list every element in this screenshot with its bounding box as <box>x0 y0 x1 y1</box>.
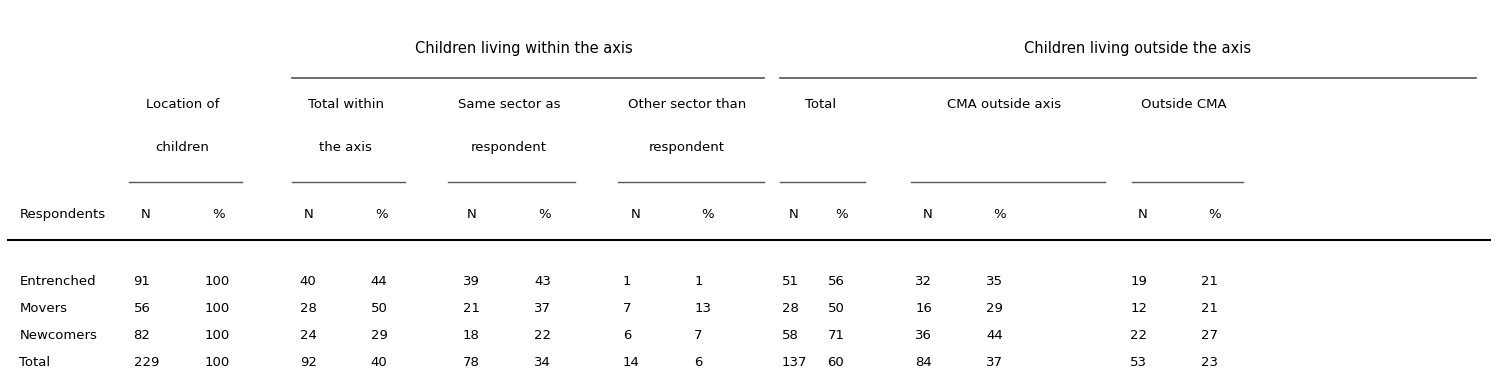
Text: 39: 39 <box>463 275 479 288</box>
Text: children: children <box>156 141 210 155</box>
Text: 36: 36 <box>915 329 932 342</box>
Text: 1: 1 <box>623 275 632 288</box>
Text: N: N <box>631 208 640 221</box>
Text: 50: 50 <box>372 302 388 315</box>
Text: respondent: respondent <box>649 141 725 155</box>
Text: 23: 23 <box>1201 356 1218 368</box>
Text: 12: 12 <box>1129 302 1147 315</box>
Text: 13: 13 <box>694 302 712 315</box>
Text: 28: 28 <box>782 302 798 315</box>
Text: 32: 32 <box>915 275 932 288</box>
Text: Movers: Movers <box>19 302 67 315</box>
Text: 29: 29 <box>372 329 388 342</box>
Text: 19: 19 <box>1129 275 1147 288</box>
Text: %: % <box>834 208 848 221</box>
Text: N: N <box>467 208 476 221</box>
Text: Total: Total <box>804 98 836 111</box>
Text: 21: 21 <box>1201 302 1218 315</box>
Text: 44: 44 <box>986 329 1004 342</box>
Text: 100: 100 <box>205 329 231 342</box>
Text: N: N <box>1137 208 1147 221</box>
Text: 137: 137 <box>782 356 807 368</box>
Text: CMA outside axis: CMA outside axis <box>947 98 1061 111</box>
Text: 60: 60 <box>827 356 845 368</box>
Text: the axis: the axis <box>319 141 372 155</box>
Text: 53: 53 <box>1129 356 1147 368</box>
Text: 37: 37 <box>533 302 551 315</box>
Text: %: % <box>1209 208 1221 221</box>
Text: 1: 1 <box>694 275 703 288</box>
Text: Children living within the axis: Children living within the axis <box>415 41 632 56</box>
Text: 100: 100 <box>205 356 231 368</box>
Text: 56: 56 <box>133 302 150 315</box>
Text: 51: 51 <box>782 275 798 288</box>
Text: 18: 18 <box>463 329 479 342</box>
Text: N: N <box>141 208 151 221</box>
Text: Outside CMA: Outside CMA <box>1140 98 1227 111</box>
Text: 84: 84 <box>915 356 932 368</box>
Text: 229: 229 <box>133 356 159 368</box>
Text: Other sector than: Other sector than <box>628 98 746 111</box>
Text: 37: 37 <box>986 356 1004 368</box>
Text: 24: 24 <box>300 329 316 342</box>
Text: 34: 34 <box>533 356 551 368</box>
Text: 6: 6 <box>623 329 631 342</box>
Text: %: % <box>213 208 225 221</box>
Text: 6: 6 <box>694 356 703 368</box>
Text: 43: 43 <box>533 275 551 288</box>
Text: 82: 82 <box>133 329 150 342</box>
Text: 22: 22 <box>533 329 551 342</box>
Text: Total within: Total within <box>307 98 383 111</box>
Text: Respondents: Respondents <box>19 208 105 221</box>
Text: N: N <box>923 208 932 221</box>
Text: Same sector as: Same sector as <box>457 98 560 111</box>
Text: 14: 14 <box>623 356 640 368</box>
Text: 7: 7 <box>694 329 703 342</box>
Text: 16: 16 <box>915 302 932 315</box>
Text: 21: 21 <box>1201 275 1218 288</box>
Text: %: % <box>701 208 715 221</box>
Text: 40: 40 <box>372 356 388 368</box>
Text: Newcomers: Newcomers <box>19 329 97 342</box>
Text: Total: Total <box>19 356 51 368</box>
Text: %: % <box>538 208 551 221</box>
Text: 71: 71 <box>827 329 845 342</box>
Text: 29: 29 <box>986 302 1004 315</box>
Text: 44: 44 <box>372 275 388 288</box>
Text: 78: 78 <box>463 356 479 368</box>
Text: N: N <box>304 208 315 221</box>
Text: 50: 50 <box>827 302 845 315</box>
Text: Children living outside the axis: Children living outside the axis <box>1025 41 1251 56</box>
Text: 91: 91 <box>133 275 150 288</box>
Text: Location of: Location of <box>145 98 219 111</box>
Text: 28: 28 <box>300 302 316 315</box>
Text: Entrenched: Entrenched <box>19 275 96 288</box>
Text: %: % <box>376 208 388 221</box>
Text: 40: 40 <box>300 275 316 288</box>
Text: %: % <box>993 208 1007 221</box>
Text: 58: 58 <box>782 329 798 342</box>
Text: respondent: respondent <box>470 141 547 155</box>
Text: 21: 21 <box>463 302 479 315</box>
Text: 7: 7 <box>623 302 632 315</box>
Text: 100: 100 <box>205 302 231 315</box>
Text: 22: 22 <box>1129 329 1147 342</box>
Text: 27: 27 <box>1201 329 1218 342</box>
Text: 35: 35 <box>986 275 1004 288</box>
Text: 92: 92 <box>300 356 316 368</box>
Text: N: N <box>789 208 798 221</box>
Text: 100: 100 <box>205 275 231 288</box>
Text: 56: 56 <box>827 275 845 288</box>
